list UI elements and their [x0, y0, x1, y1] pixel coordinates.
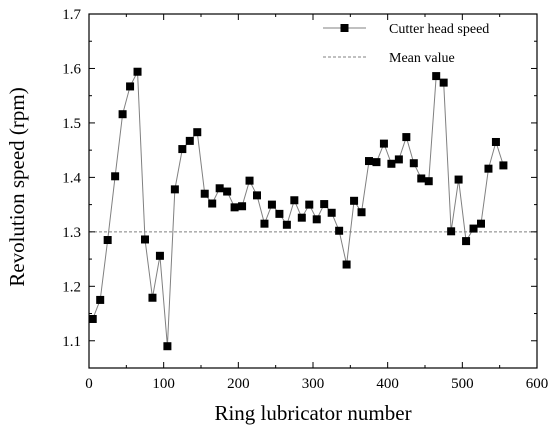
- data-point: [424, 177, 433, 186]
- data-point: [320, 200, 329, 209]
- y-tick-label: 1.7: [62, 7, 81, 23]
- data-point: [223, 187, 232, 196]
- x-tick-label: 300: [302, 376, 325, 392]
- data-point: [312, 215, 321, 224]
- data-point: [350, 196, 359, 205]
- x-tick-label: 400: [376, 376, 399, 392]
- data-point: [342, 260, 351, 269]
- data-point: [432, 72, 441, 81]
- x-tick-label: 600: [526, 376, 549, 392]
- y-tick-label: 1.1: [62, 334, 81, 350]
- data-point: [297, 213, 306, 222]
- data-point: [238, 202, 247, 211]
- data-point: [491, 137, 500, 146]
- data-point: [185, 136, 194, 145]
- series-line-cutter-head-speed: [92, 69, 504, 347]
- data-point: [357, 208, 366, 217]
- y-axis-title: Revolution speed (rpm): [5, 87, 29, 286]
- legend: Cutter head speed Mean value: [323, 22, 489, 66]
- data-point: [103, 236, 112, 245]
- data-point: [126, 82, 135, 91]
- x-tick-label: 200: [227, 376, 250, 392]
- data-point: [215, 184, 224, 193]
- legend-series-label: Cutter head speed: [389, 22, 489, 37]
- data-point: [178, 145, 187, 154]
- data-point: [394, 155, 403, 164]
- y-tick-label: 1.5: [62, 116, 81, 132]
- data-point: [290, 196, 299, 205]
- data-point: [379, 139, 388, 148]
- x-axis: 0 100 200 300 400 500 600: [85, 14, 548, 392]
- data-point: [417, 174, 426, 183]
- data-point: [208, 199, 217, 208]
- plot-area: [88, 13, 538, 369]
- data-point: [245, 176, 254, 185]
- legend-series-marker: [340, 24, 349, 32]
- plot-frame: [88, 13, 538, 369]
- data-point: [499, 161, 508, 170]
- data-point: [148, 293, 157, 302]
- data-point: [275, 209, 284, 218]
- data-point: [409, 159, 418, 168]
- data-point: [230, 203, 239, 212]
- data-point: [155, 251, 164, 260]
- y-tick-label: 1.4: [62, 170, 81, 186]
- y-tick-label: 1.6: [62, 61, 81, 77]
- data-point: [96, 295, 105, 304]
- x-tick-label: 500: [451, 376, 474, 392]
- data-point: [111, 172, 120, 181]
- data-point: [133, 67, 142, 76]
- data-point: [335, 226, 344, 235]
- x-tick-label: 0: [85, 376, 93, 392]
- legend-mean-label: Mean value: [389, 51, 455, 66]
- data-point: [402, 133, 411, 142]
- y-tick-label: 1.3: [62, 225, 81, 241]
- data-point: [484, 164, 493, 173]
- data-point: [260, 219, 269, 228]
- x-axis-title: Ring lubricator number: [214, 401, 411, 425]
- data-point: [282, 220, 291, 229]
- y-tick-label: 1.2: [62, 279, 81, 295]
- data-point: [253, 191, 261, 200]
- data-point: [141, 235, 149, 244]
- data-point: [163, 342, 172, 351]
- data-point: [305, 200, 314, 209]
- data-point: [88, 314, 97, 323]
- data-point: [170, 185, 179, 194]
- data-point: [454, 175, 463, 184]
- data-point: [439, 78, 448, 87]
- data-point: [387, 159, 396, 168]
- y-axis: 1.1 1.2 1.3 1.4 1.5 1.6 1.7: [62, 7, 537, 369]
- data-point: [193, 128, 202, 137]
- data-point: [365, 157, 373, 166]
- x-tick-label: 100: [152, 376, 175, 392]
- data-point: [118, 110, 127, 119]
- data-point: [267, 200, 276, 209]
- data-point: [447, 227, 456, 236]
- data-point: [200, 189, 209, 198]
- data-point: [327, 208, 336, 217]
- data-point: [477, 219, 485, 228]
- data-point: [462, 237, 471, 246]
- data-point: [469, 224, 478, 233]
- data-point: [372, 158, 381, 167]
